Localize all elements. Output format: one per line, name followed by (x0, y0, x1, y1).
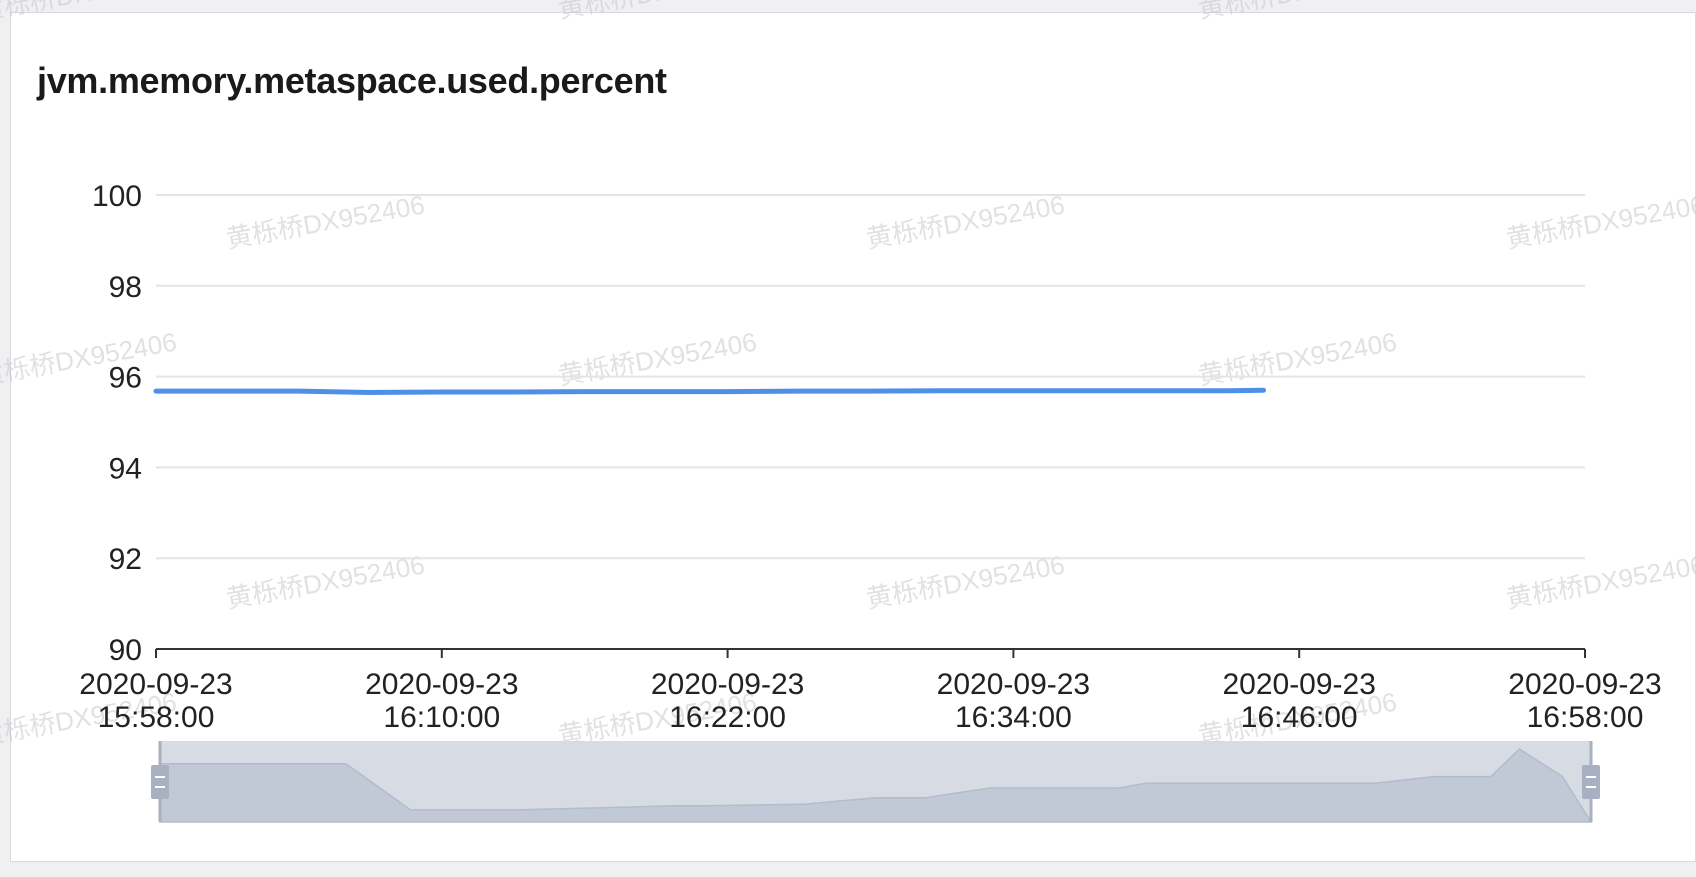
x-tick-label-time: 15:58:00 (98, 701, 215, 734)
watermark-text: 黄栎桥DX952406 (1504, 189, 1696, 253)
grid-lines (156, 194, 1585, 560)
data-zoom-slider (151, 741, 1600, 823)
series-line (153, 387, 1266, 395)
watermark-text: 黄栎桥DX952406 (864, 189, 1067, 253)
x-tick-label-date: 2020-09-23 (79, 668, 232, 701)
watermark-text: 黄栎桥DX952406 (224, 189, 427, 253)
y-tick-label: 98 (109, 271, 142, 304)
watermark-text: 黄栎桥DX952406 (0, 0, 179, 26)
watermark-text: 黄栎桥DX952406 (1196, 326, 1399, 390)
chart-title: jvm.memory.metaspace.used.percent (37, 60, 667, 101)
series-layer (153, 387, 1266, 395)
y-tick-label: 100 (92, 180, 142, 213)
watermark-text: 黄栎桥DX952406 (1196, 0, 1399, 24)
x-tick-label-date: 2020-09-23 (937, 668, 1090, 701)
y-axis-tick-labels: 100 98 96 94 92 90 (92, 180, 142, 667)
x-tick-label-date: 2020-09-23 (365, 668, 518, 701)
watermark-text: 黄栎桥DX952406 (556, 0, 759, 24)
zoom-overview-area (159, 748, 1593, 823)
watermark-layer: 黄栎桥DX952406 黄栎桥DX952406 黄栎桥DX952406 黄栎桥DX95… (0, 0, 1696, 751)
x-tick-label-date: 2020-09-23 (651, 668, 804, 701)
x-tick-label-date: 2020-09-23 (1222, 668, 1375, 701)
watermark-text: 黄栎桥DX952406 (0, 326, 179, 390)
watermark-text: 黄栎桥DX952406 (556, 326, 759, 390)
x-tick-label-date: 2020-09-23 (1508, 668, 1661, 701)
y-tick-label: 92 (109, 543, 142, 576)
x-tick-label-time: 16:10:00 (383, 701, 500, 734)
zoom-start-handle[interactable] (151, 765, 169, 799)
chart-panel (10, 12, 1696, 862)
zoom-end-handle[interactable] (1582, 765, 1600, 799)
y-tick-label: 90 (109, 634, 142, 667)
y-tick-label: 96 (109, 362, 142, 395)
handle-grip (151, 765, 169, 799)
handle-grip (1582, 765, 1600, 799)
y-tick-label: 94 (109, 452, 142, 485)
x-tick-label-time: 16:34:00 (955, 701, 1072, 734)
x-tick-label-time: 16:22:00 (669, 701, 786, 734)
x-axis: 2020-09-2315:58:002020-09-2316:10:002020… (79, 648, 1662, 734)
x-tick-label-time: 16:58:00 (1527, 701, 1644, 734)
x-tick-label-time: 16:46:00 (1241, 701, 1358, 734)
